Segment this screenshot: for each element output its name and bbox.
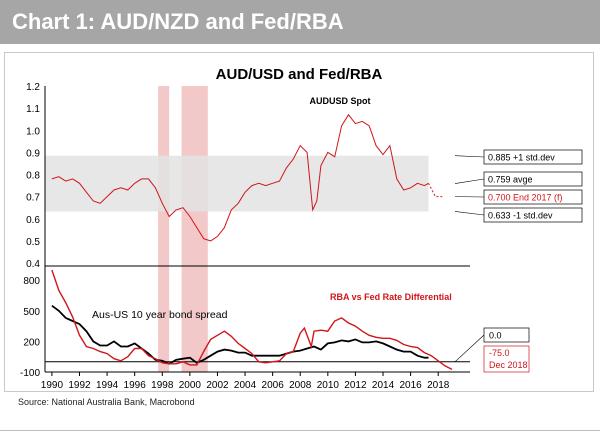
chart-subtitle: AUDUSD Spot [310,96,371,106]
annotation-avge-leader [454,178,485,184]
series-audusd-spot-line [51,113,429,242]
x-tick-label-2: 1994 [96,380,119,391]
x-tick-label-11: 2012 [344,380,367,391]
shaded-period-1 [158,86,170,372]
source-note: Source: National Australia Bank, Macrobo… [18,397,195,407]
bottom-ytick-label-1: 200 [23,337,40,348]
x-tick-label-0: 1990 [41,380,64,391]
x-tick-label-12: 2014 [372,380,395,391]
annotation-minus-std-leader [454,211,485,216]
top-ytick-label-6: 1.0 [26,126,40,137]
x-tick-label-6: 2002 [206,380,229,391]
chart-banner: Chart 1: AUD/NZD and Fed/RBA [0,0,600,44]
top-ytick-label-0: 0.4 [26,259,40,270]
bottom-ytick-label-3: 800 [23,276,40,287]
chart-frame [4,52,594,392]
annotation-end-2017-text: 0.700 End 2017 (f) [488,193,563,203]
annotation-dec2018-box [483,345,530,373]
x-tick-label-7: 2004 [234,380,257,391]
bottom-ytick-label-0: -100 [20,368,40,379]
x-tick-label-3: 1996 [124,380,147,391]
annotation-plus-std-text: 0.885 +1 std.dev [488,153,555,163]
chart-title: AUD/USD and Fed/RBA [216,66,383,83]
annotation-plus-std-leader [454,155,485,158]
annotation-minus-std-text: 0.633 -1 std.dev [488,211,553,221]
top-ytick-label-5: 0.9 [26,148,40,159]
annotation-avge-text: 0.759 avge [488,175,533,185]
x-tick-label-10: 2010 [317,380,340,391]
annotation-zero-text: 0.0 [489,331,502,341]
series-bond-spread-line [51,304,429,365]
x-tick-label-14: 2018 [427,380,450,391]
banner-title: Chart 1: AUD/NZD and Fed/RBA [12,9,344,34]
top-ytick-label-7: 1.1 [26,104,40,115]
x-tick-label-9: 2008 [289,380,312,391]
annotation-avge-box [483,171,583,187]
annotation-plus-std-box [483,149,583,165]
x-tick-label-4: 1998 [151,380,174,391]
std-dev-band [45,155,429,212]
top-ytick-label-1: 0.5 [26,237,40,248]
annotation-zero-box [483,327,530,343]
series-audusd-forecast-line [428,183,443,198]
x-tick-label-8: 2006 [262,380,285,391]
annotation-end-2017-box [483,189,583,205]
x-tick-label-5: 2000 [179,380,202,391]
annotation-dec2018-date: Dec 2018 [489,360,528,370]
top-ytick-label-8: 1.2 [26,82,40,93]
annotation-minus-std-box [483,207,583,223]
shaded-period-2 [181,86,208,372]
x-tick-label-13: 2016 [399,380,422,391]
top-ytick-label-2: 0.6 [26,215,40,226]
bottom-ytick-label-2: 500 [23,307,40,318]
annotation-dec2018-value: -75.0 [489,348,510,358]
top-ytick-label-3: 0.7 [26,193,40,204]
annotation-zero-leader [454,334,485,363]
x-tick-label-1: 1992 [68,380,91,391]
bottom-rule [0,430,600,431]
top-ytick-label-4: 0.8 [26,171,40,182]
series-rate-differential-line [51,269,453,371]
label-bond-spread: Aus-US 10 year bond spread [92,309,228,321]
label-rate-differential: RBA vs Fed Rate Differential [330,292,452,302]
